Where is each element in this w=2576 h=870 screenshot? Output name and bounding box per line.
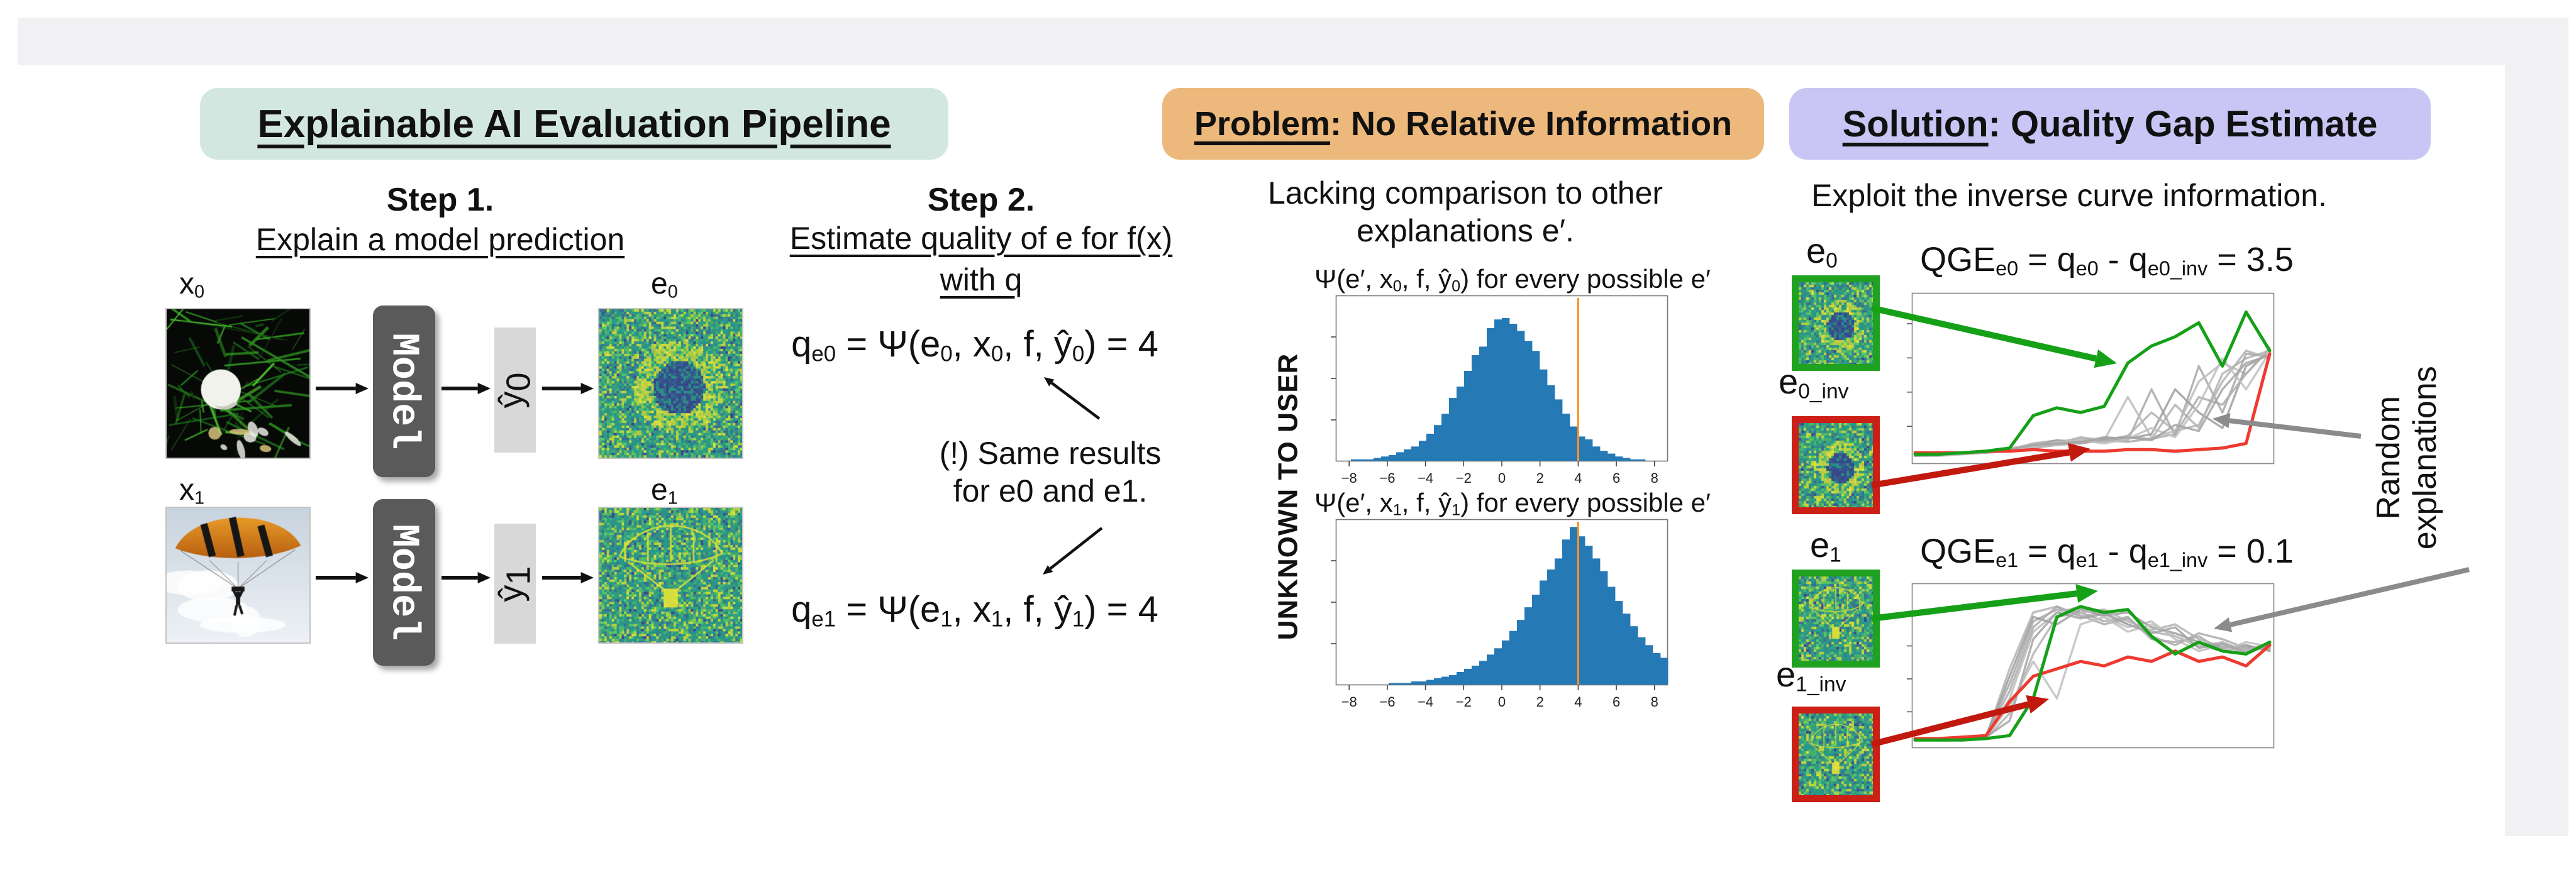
explanation-e0-image	[598, 308, 743, 459]
thumb-e0-canvas	[1799, 282, 1873, 364]
parachute-photo	[167, 508, 309, 642]
svg-text:4: 4	[1574, 470, 1582, 486]
thumb-e1inv-canvas	[1799, 713, 1873, 795]
input-x1-label: x1	[179, 473, 205, 509]
saliency-map-e0	[599, 309, 742, 458]
note-line1: (!) Same results	[939, 436, 1162, 471]
golf-ball-photo	[167, 309, 309, 458]
quality-formula-e0: qe0 = Ψ(e0, x0, f, ŷ0) = 4	[791, 324, 1158, 366]
explanation-e0-label: e0	[651, 267, 678, 302]
solution-desc: Exploit the inverse curve information.	[1811, 178, 2327, 213]
qge-line-chart-e0	[1907, 292, 2275, 465]
input-x0-image	[165, 308, 311, 459]
qge-line-chart-e1	[1907, 583, 2275, 749]
svg-text:−6: −6	[1379, 694, 1395, 710]
problem-rest: : No Relative Information	[1330, 105, 1733, 143]
qge-formula-e0: QGEe0 = qe0 - qe0_inv = 3.5	[1920, 241, 2294, 280]
svg-text:−6: −6	[1379, 470, 1395, 486]
step1-subtitle: Explain a model prediction	[189, 221, 692, 258]
svg-text:2: 2	[1536, 470, 1544, 486]
thumb-e0inv-canvas	[1799, 423, 1873, 507]
thumb-e0	[1792, 275, 1880, 371]
explanation-e1-label: e1	[651, 473, 678, 509]
solution-title-badge: Solution: Quality Gap Estimate	[1789, 88, 2431, 160]
thumb-e0-inv	[1792, 416, 1880, 514]
pipeline-title-badge: Explainable AI Evaluation Pipeline	[200, 88, 948, 160]
svg-text:−4: −4	[1418, 470, 1433, 486]
solution-word: Solution	[1842, 103, 1989, 145]
problem-word: Problem	[1194, 105, 1330, 143]
input-x0-label: x0	[179, 267, 205, 302]
saliency-map-e1	[599, 508, 742, 642]
histogram-e1-chart: −8 −6 −4 −2 0 2 4 6 8	[1331, 519, 1668, 710]
thumb-e1-label: e1	[1810, 525, 1841, 567]
pipeline-title: Explainable AI Evaluation Pipeline	[257, 102, 891, 146]
thumb-e1	[1792, 570, 1880, 668]
svg-text:8: 8	[1651, 470, 1658, 486]
thumb-e1-inv	[1792, 707, 1880, 802]
step2-subtitle-line2: with q	[940, 262, 1023, 297]
prediction-y1-box: ŷ1	[492, 524, 538, 644]
explanation-e1-image	[598, 507, 743, 644]
svg-text:2: 2	[1536, 694, 1544, 710]
thumb-e1-canvas	[1799, 576, 1873, 661]
prediction-y0-box: ŷ0	[492, 328, 538, 453]
svg-text:6: 6	[1613, 470, 1620, 486]
svg-text:−2: −2	[1456, 470, 1472, 486]
step2-subtitle-line1: Estimate quality of e for f(x)	[789, 221, 1173, 256]
model-box-row1: Model	[373, 306, 435, 477]
svg-text:−8: −8	[1341, 694, 1357, 710]
svg-text:4: 4	[1574, 694, 1582, 710]
svg-text:8: 8	[1651, 694, 1658, 710]
svg-text:−2: −2	[1456, 694, 1472, 710]
thumb-e0-label: e0	[1806, 231, 1838, 273]
svg-text:−8: −8	[1341, 470, 1357, 486]
input-x1-image	[165, 507, 311, 644]
svg-text:0: 0	[1498, 694, 1506, 710]
svg-text:−4: −4	[1418, 694, 1433, 710]
unknown-to-user-label: UNKNOWN TO USER	[1272, 353, 1304, 641]
svg-text:0: 0	[1498, 470, 1506, 486]
step1-title: Step 1.	[386, 182, 494, 218]
hist1-title: Ψ(e′, x1, f, ŷ1) for every possible e′	[1314, 488, 1711, 519]
qge-formula-e1: QGEe1 = qe1 - qe1_inv = 0.1	[1920, 532, 2294, 572]
problem-desc-line2: explanations e′.	[1357, 213, 1574, 248]
svg-text:6: 6	[1613, 694, 1620, 710]
quality-formula-e1: qe1 = Ψ(e1, x1, f, ŷ1) = 4	[791, 589, 1158, 632]
hist0-title: Ψ(e′, x0, f, ŷ0) for every possible e′	[1314, 264, 1711, 295]
solution-rest: : Quality Gap Estimate	[1988, 103, 2378, 145]
step1-subtitle-text: Explain a model prediction	[255, 222, 625, 257]
random-explanations-label: Random explanations	[2370, 366, 2443, 549]
model-box-row2: Model	[373, 499, 435, 666]
note-line2: for e0 and e1.	[953, 473, 1148, 509]
problem-desc-line1: Lacking comparison to other	[1267, 175, 1663, 211]
step2-title: Step 2.	[927, 182, 1035, 218]
thumb-e1inv-label: e1_inv	[1776, 654, 1846, 697]
problem-title-badge: Problem: No Relative Information	[1162, 88, 1764, 160]
histogram-e0-chart: −8 −6 −4 −2 0 2 4 6 8	[1331, 295, 1668, 486]
thumb-e0inv-label: e0_inv	[1779, 361, 1849, 404]
